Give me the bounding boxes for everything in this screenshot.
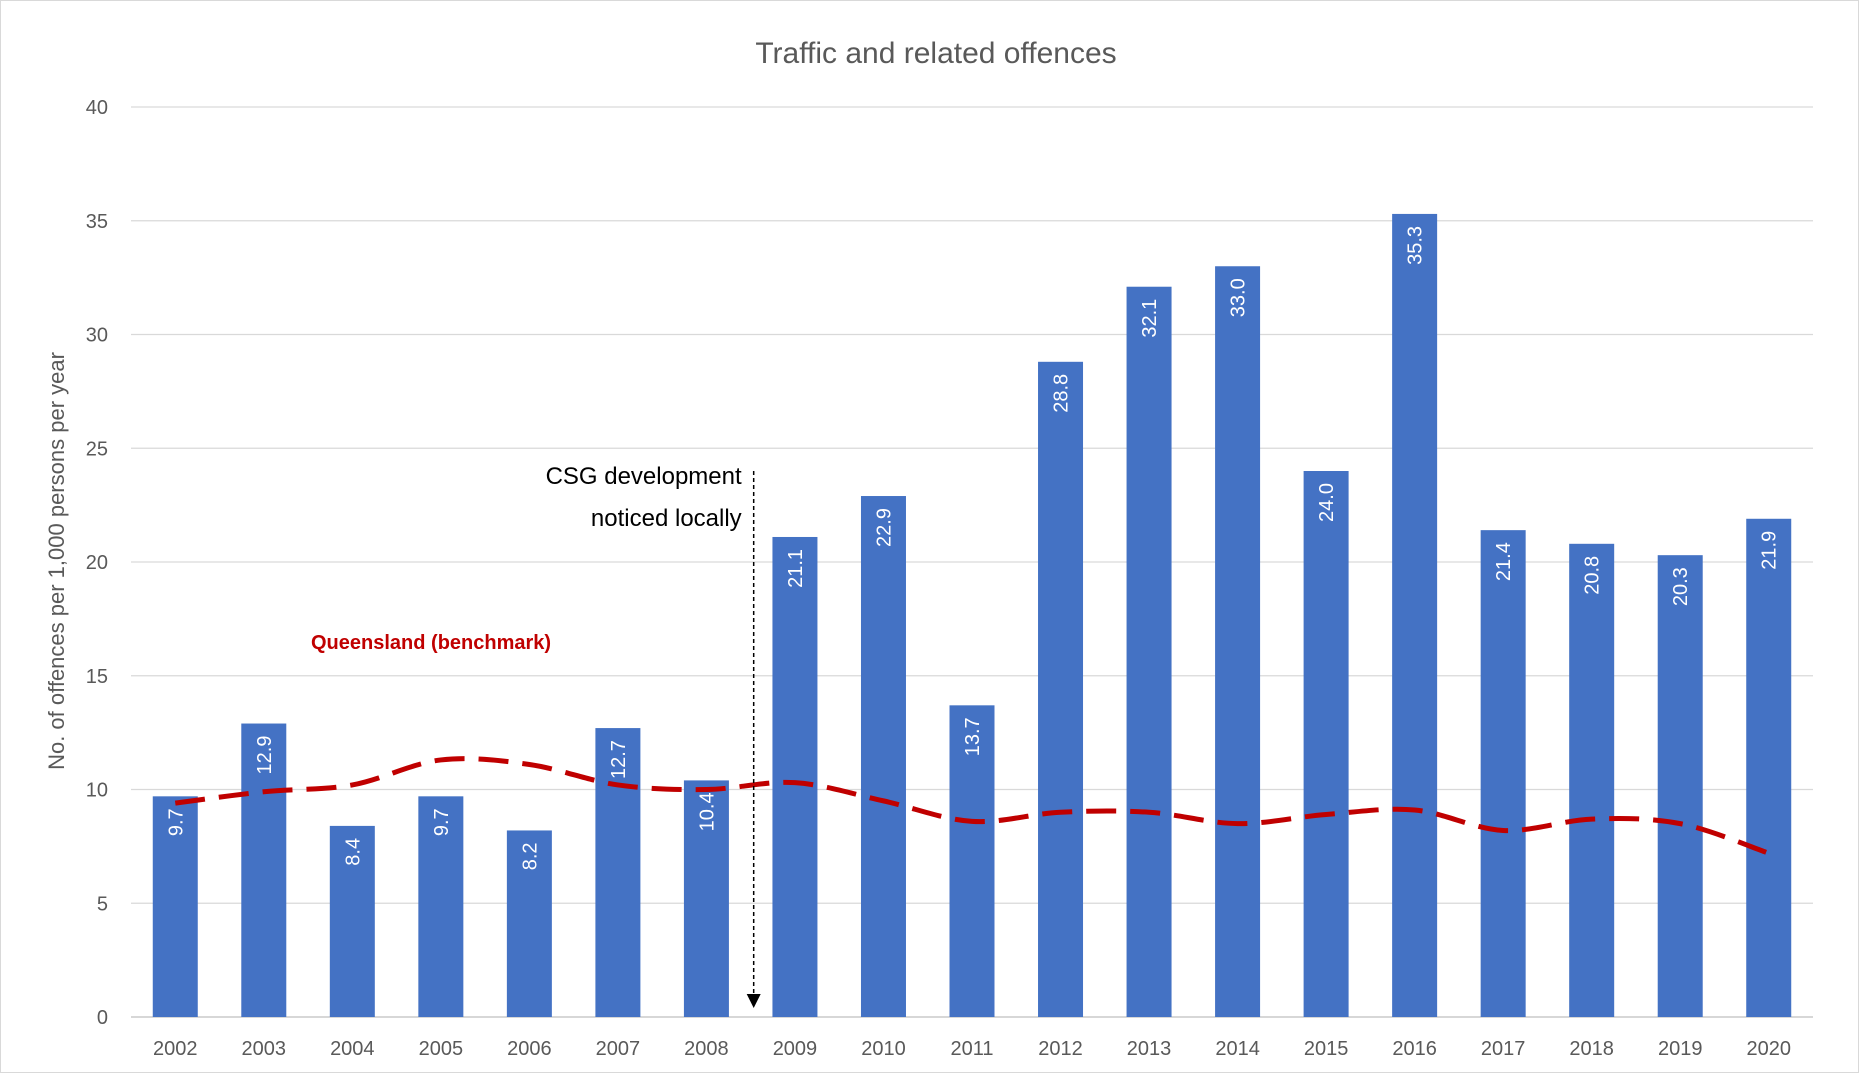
bar-data-label: 33.0 [1228, 278, 1250, 317]
x-tick-label: 2015 [1304, 1038, 1349, 1060]
benchmark-line-layer: Queensland (benchmark) [174, 632, 1770, 856]
bars [152, 213, 1792, 1018]
bar [1569, 543, 1615, 1017]
y-tick-label: 35 [86, 211, 108, 233]
bar [506, 830, 552, 1017]
x-tick-label: 2002 [153, 1038, 198, 1060]
benchmark-line [174, 756, 1770, 856]
bar-data-label: 20.3 [1670, 567, 1692, 606]
y-tick-label: 20 [86, 552, 108, 574]
bar [1657, 555, 1703, 1017]
bar [329, 825, 375, 1017]
bar [1126, 286, 1172, 1018]
annotation-arrow-head [746, 994, 761, 1008]
bar [1480, 530, 1526, 1017]
x-tick-label: 2012 [1038, 1038, 1083, 1060]
x-tick-label: 2007 [596, 1038, 641, 1060]
bar-data-label: 8.4 [342, 838, 364, 866]
y-tick-label: 25 [86, 438, 108, 460]
benchmark-legend-label: Queensland (benchmark) [311, 632, 551, 654]
y-tick-label: 0 [97, 1007, 108, 1029]
bar-data-label: 12.7 [608, 740, 630, 779]
annotations: CSG development noticed locally [546, 463, 761, 1008]
x-tick-label: 2010 [861, 1038, 906, 1060]
annotation-text-line: CSG development [546, 463, 742, 490]
bar [152, 796, 198, 1017]
bar [1303, 471, 1349, 1017]
bar-data-label: 12.9 [254, 736, 276, 775]
bar [241, 723, 287, 1017]
bar-data-label: 35.3 [1405, 226, 1427, 265]
x-tick-label: 2016 [1392, 1038, 1437, 1060]
x-tick-label: 2020 [1746, 1038, 1791, 1060]
x-tick-label: 2013 [1127, 1038, 1172, 1060]
gridlines [131, 106, 1813, 1018]
y-tick-label: 10 [86, 780, 108, 802]
bar [949, 705, 995, 1017]
bar [418, 796, 464, 1017]
y-axis-label: No. of offences per 1,000 persons per ye… [44, 352, 69, 770]
bar-data-label: 10.4 [696, 792, 718, 831]
bar-data-label: 22.9 [873, 508, 895, 547]
bar-data-label: 21.9 [1759, 531, 1781, 570]
axes: 0 5 10 15 20 25 30 35 40 2002 2003 2004 2005 2006 2007… [86, 97, 1791, 1060]
bar-data-label: 24.0 [1316, 483, 1338, 522]
bar-data-label: 28.8 [1051, 374, 1073, 413]
bar [1392, 213, 1438, 1018]
bar [1038, 361, 1084, 1017]
y-tick-label: 30 [86, 325, 108, 347]
annotation-text-line: noticed locally [591, 505, 742, 532]
x-tick-label: 2004 [330, 1038, 375, 1060]
bar [772, 536, 818, 1017]
bar [1746, 518, 1792, 1017]
bar [595, 728, 641, 1017]
bar-data-label: 20.8 [1582, 556, 1604, 595]
bar [1215, 266, 1261, 1017]
x-tick-label: 2018 [1569, 1038, 1614, 1060]
bar-data-label: 21.1 [785, 549, 807, 588]
chart-title: Traffic and related offences [755, 37, 1116, 70]
bar-data-label: 9.7 [431, 808, 453, 836]
x-tick-label: 2008 [684, 1038, 729, 1060]
y-tick-label: 5 [97, 893, 108, 915]
bar [860, 496, 906, 1017]
bar-data-label: 32.1 [1139, 299, 1161, 338]
x-tick-label: 2009 [773, 1038, 818, 1060]
bar-data-label: 21.4 [1493, 542, 1515, 581]
x-tick-label: 2017 [1481, 1038, 1526, 1060]
x-tick-label: 2019 [1658, 1038, 1703, 1060]
bar [683, 780, 729, 1017]
bar-data-label: 9.7 [165, 808, 187, 836]
x-tick-label: 2005 [419, 1038, 464, 1060]
x-tick-label: 2006 [507, 1038, 552, 1060]
x-tick-label: 2003 [242, 1038, 287, 1060]
x-tick-label: 2014 [1215, 1038, 1260, 1060]
bar-data-label: 13.7 [962, 717, 984, 756]
y-tick-label: 40 [86, 97, 108, 119]
x-tick-label: 2011 [950, 1038, 993, 1060]
data-labels: 9.7 12.9 8.4 9.7 8.2 12.7 10.4 21.1 22.9 13.7 28.8… [165, 226, 1780, 870]
y-tick-label: 15 [86, 666, 108, 688]
bar-data-label: 8.2 [519, 842, 541, 870]
